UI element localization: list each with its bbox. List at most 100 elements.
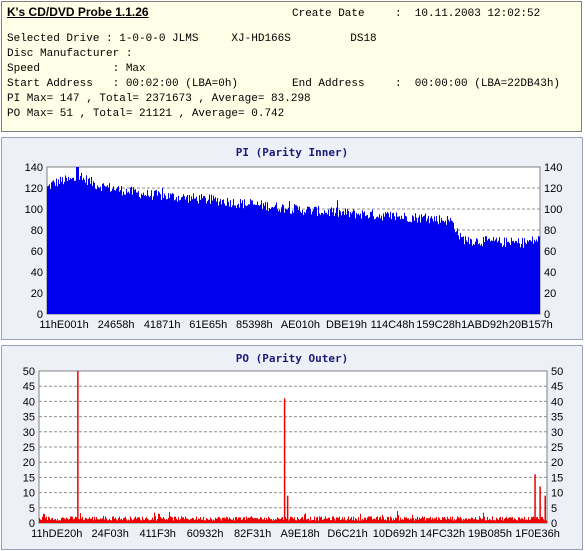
po-bar xyxy=(166,518,167,523)
pi-bar xyxy=(109,183,110,314)
po-bar xyxy=(65,519,66,523)
pi-bar xyxy=(273,207,274,314)
pi-bar xyxy=(495,239,496,314)
pi-bar xyxy=(172,193,173,314)
pi-bar xyxy=(385,212,386,314)
pi-bar xyxy=(289,201,290,314)
po-bar xyxy=(48,516,49,523)
po-bar xyxy=(390,516,391,523)
pi-bar xyxy=(359,215,360,314)
pi-bar xyxy=(181,197,182,314)
po-bar xyxy=(249,518,250,523)
po-bar xyxy=(516,520,517,523)
po-bar xyxy=(306,519,307,523)
pi-bar xyxy=(487,240,488,314)
po-bar xyxy=(250,517,251,523)
po-bar xyxy=(458,517,459,523)
po-x-tick: D6C21h xyxy=(327,528,367,540)
po-chart-panel: PO (Parity Outer) 0 5 10 15 20 25 30 35 40 45 50 0… xyxy=(1,345,583,550)
pi-bar xyxy=(502,246,503,314)
po-bar xyxy=(52,517,53,523)
po-bar xyxy=(351,517,352,523)
po-bar xyxy=(185,516,186,523)
pi-bar xyxy=(93,181,94,314)
pi-bar xyxy=(150,195,151,314)
po-bar xyxy=(536,517,537,523)
po-bar xyxy=(224,517,225,523)
pi-bar xyxy=(531,241,532,314)
po-bar xyxy=(131,518,132,523)
pi-bar xyxy=(295,205,296,314)
pi-bar xyxy=(91,176,92,314)
po-bar xyxy=(47,520,48,523)
po-bar xyxy=(43,513,44,523)
po-bar xyxy=(163,517,164,523)
po-y-tick-right: 10 xyxy=(551,488,563,500)
po-bar xyxy=(118,518,119,523)
po-bar xyxy=(432,517,433,523)
po-bar xyxy=(290,516,291,523)
po-bar xyxy=(150,519,151,523)
pi-bar xyxy=(97,185,98,314)
po-bar xyxy=(546,520,547,523)
pi-bar xyxy=(330,208,331,314)
pi-bar xyxy=(454,228,455,314)
po-bar xyxy=(391,517,392,523)
po-bar xyxy=(410,518,411,523)
po-bar xyxy=(191,518,192,523)
po-bar xyxy=(233,518,234,523)
pi-bar xyxy=(522,237,523,314)
po-bar xyxy=(463,518,464,523)
pi-bar xyxy=(199,195,200,314)
po-bar xyxy=(445,518,446,523)
pi-bar xyxy=(377,216,378,314)
pi-bar xyxy=(371,211,372,314)
po-bar xyxy=(282,517,283,523)
pi-bar xyxy=(464,244,465,314)
pi-bar xyxy=(497,242,498,314)
po-bar xyxy=(435,518,436,523)
pi-bar xyxy=(226,205,227,314)
po-bar xyxy=(264,517,265,523)
po-bar xyxy=(359,520,360,523)
pi-bar xyxy=(174,200,175,314)
po-bar xyxy=(281,517,282,523)
pi-bar xyxy=(235,205,236,314)
po-bar xyxy=(347,519,348,523)
pi-bar xyxy=(221,204,222,314)
po-bar xyxy=(46,516,47,523)
pi-bar xyxy=(510,244,511,314)
po-bar xyxy=(324,518,325,523)
po-bar xyxy=(529,520,530,523)
pi-bar xyxy=(101,191,102,314)
po-bar xyxy=(309,520,310,523)
pi-bar xyxy=(320,214,321,314)
po-bar xyxy=(275,518,276,523)
po-bar xyxy=(206,517,207,523)
po-bar xyxy=(248,517,249,523)
po-bar xyxy=(477,519,478,523)
po-bar xyxy=(141,520,142,523)
pi-bar xyxy=(184,196,185,314)
po-bar xyxy=(321,516,322,523)
po-bar xyxy=(124,517,125,523)
pi-bar xyxy=(85,182,86,314)
po-y-tick-left: 50 xyxy=(23,366,35,378)
po-bar xyxy=(160,516,161,523)
pi-bar xyxy=(243,208,244,314)
pi-y-tick-left: 100 xyxy=(25,204,43,216)
po-bar xyxy=(240,517,241,523)
pi-bar xyxy=(434,216,435,314)
pi-bar xyxy=(291,213,292,314)
po-bar xyxy=(415,518,416,523)
pi-bar xyxy=(261,200,262,314)
po-bar xyxy=(508,518,509,523)
pi-y-tick-right: 60 xyxy=(544,246,556,258)
pi-bar xyxy=(185,199,186,314)
pi-bar xyxy=(242,200,243,314)
po-spike xyxy=(286,495,289,523)
po-bar xyxy=(97,519,98,523)
po-bar xyxy=(222,517,223,523)
po-y-tick-right: 40 xyxy=(551,396,563,408)
po-bar xyxy=(315,520,316,523)
